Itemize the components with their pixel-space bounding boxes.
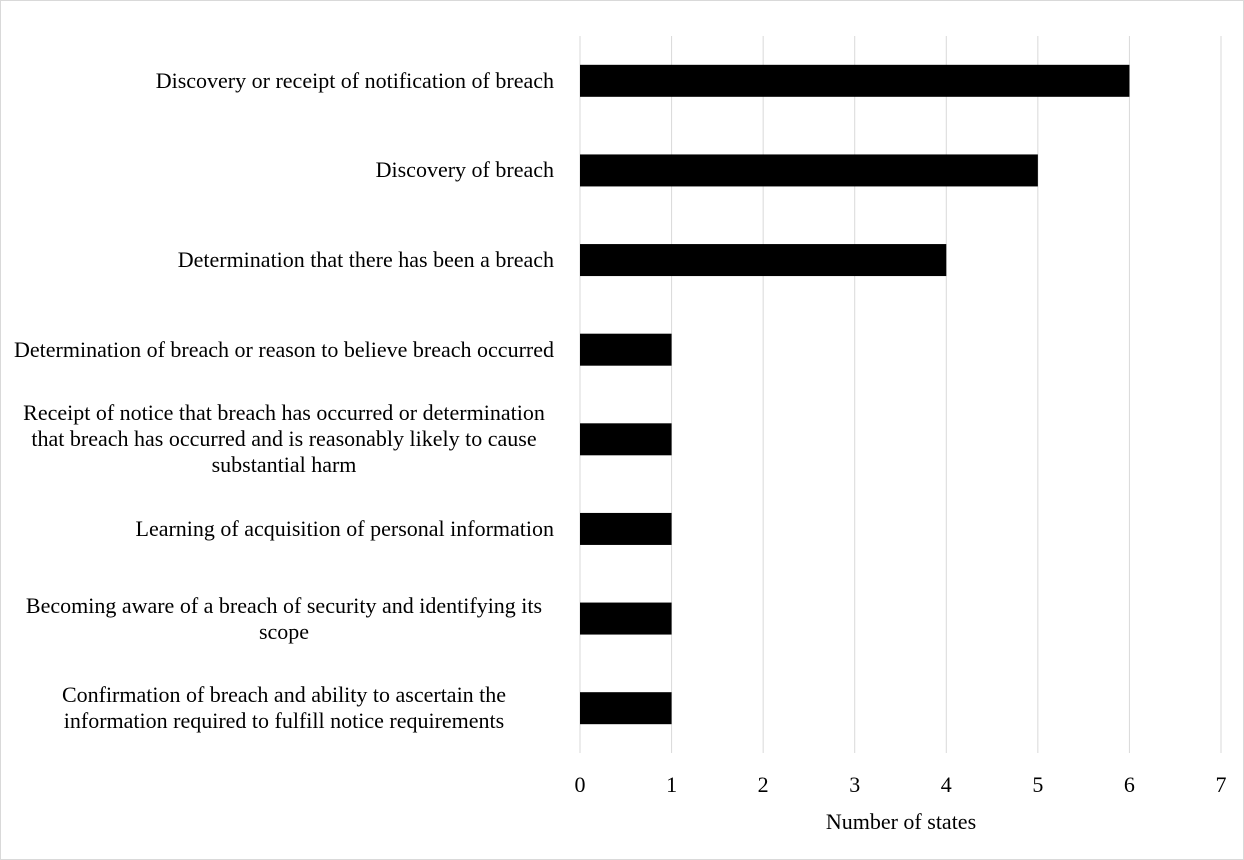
x-tick-label: 7 [1216,772,1227,797]
bar [580,244,947,277]
x-tick-label: 2 [758,772,769,797]
x-tick-label: 1 [666,772,677,797]
bar [580,154,1038,187]
bar [580,602,672,635]
y-tick-label: Determination that there has been a brea… [177,247,554,273]
y-tick-label: Becoming aware of a breach of security a… [25,592,543,644]
x-tick-label: 3 [849,772,860,797]
bar [580,692,672,725]
y-tick-label: Learning of acquisition of personal info… [135,515,555,541]
bar [580,512,672,545]
y-tick-label: Discovery or receipt of notification of … [155,67,554,93]
y-tick-label: Determination of breach or reason to bel… [14,336,554,362]
y-tick-label: Confirmation of breach and ability to as… [61,682,507,734]
x-tick-label: 4 [941,772,952,797]
x-tick-label: 0 [575,772,586,797]
x-axis-title: Number of states [826,809,976,834]
bar [580,423,672,456]
x-tick-label: 5 [1032,772,1043,797]
bar [580,64,1130,97]
bar [580,333,672,366]
y-tick-label: Receipt of notice that breach has occurr… [23,400,545,478]
y-tick-label: Discovery of breach [375,157,554,183]
x-tick-label: 6 [1124,772,1135,797]
